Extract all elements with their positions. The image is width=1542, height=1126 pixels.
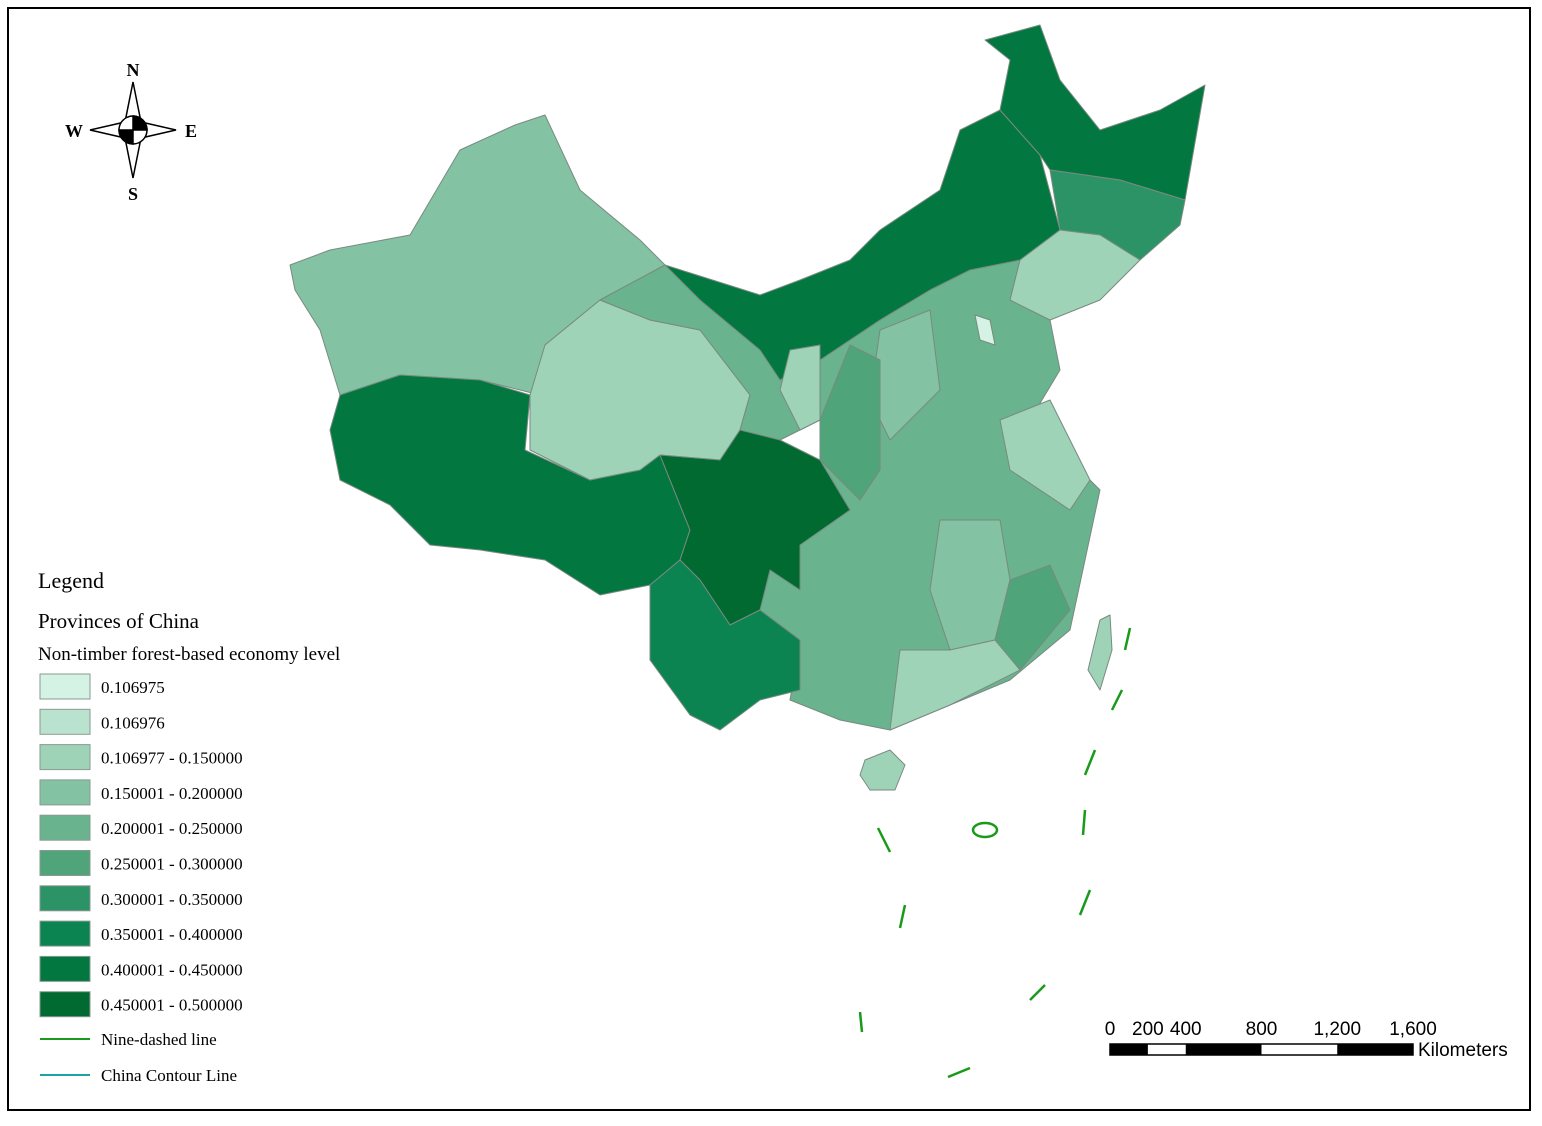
compass-label: S — [128, 184, 138, 204]
island — [971, 821, 999, 839]
legend-swatch — [39, 885, 91, 912]
legend-layer: Provinces of China — [38, 609, 200, 633]
legend-label: 0.350001 - 0.400000 — [101, 925, 243, 944]
legend-swatch — [39, 920, 91, 947]
compass-label: N — [127, 60, 140, 80]
legend-swatch — [39, 708, 91, 735]
province — [1009, 229, 1141, 321]
scale-label: 400 — [1170, 1019, 1202, 1040]
scale-segment — [1185, 1044, 1262, 1055]
legend: Legend Provinces of China Non-timber for… — [38, 568, 340, 1085]
dash — [876, 827, 892, 853]
compass-label: W — [65, 121, 83, 141]
province — [889, 639, 1021, 731]
dash — [1078, 889, 1092, 916]
legend-label: 0.300001 - 0.350000 — [101, 890, 243, 909]
scale-label: 1,200 — [1313, 1019, 1361, 1040]
legend-label: 0.200001 - 0.250000 — [101, 819, 243, 838]
province — [779, 344, 821, 431]
scale-segment — [1337, 1044, 1413, 1055]
compass: N S W E — [65, 60, 197, 204]
dash — [1110, 689, 1124, 711]
legend-label: Nine-dashed line — [101, 1030, 217, 1049]
legend-label: 0.106976 — [101, 713, 165, 732]
legend-swatch — [39, 850, 91, 876]
compass-fill — [118, 115, 148, 145]
legend-title: Legend — [38, 568, 104, 593]
scale-label: 0 — [1105, 1019, 1116, 1040]
scale-segment — [1110, 1044, 1148, 1055]
legend-label: 0.150001 - 0.200000 — [101, 784, 243, 803]
legend-field: Non-timber forest-based economy level — [38, 644, 340, 665]
legend-label: 0.250001 - 0.300000 — [101, 855, 243, 874]
legend-label: 0.106977 - 0.150000 — [101, 749, 243, 768]
legend-swatch — [39, 673, 91, 700]
compass-label: E — [185, 121, 197, 141]
dash — [947, 1066, 971, 1079]
legend-swatch — [39, 955, 91, 982]
dash — [1081, 809, 1087, 836]
legend-swatch — [39, 814, 91, 841]
legend-label: 0.400001 - 0.450000 — [101, 960, 243, 979]
dash — [858, 1011, 864, 1033]
dash — [1083, 749, 1097, 776]
scale-label: 200 — [1132, 1019, 1164, 1040]
provinces — [289, 24, 1206, 791]
legend-label: 0.106975 — [101, 678, 165, 697]
legend-swatch — [39, 744, 91, 771]
dash — [1029, 984, 1046, 1001]
dash — [1123, 627, 1132, 651]
scale-label: 800 — [1246, 1019, 1278, 1040]
scale-label: 1,600 — [1389, 1019, 1437, 1040]
legend-swatch — [39, 779, 91, 806]
province — [859, 749, 906, 791]
scale-unit: Kilometers — [1418, 1040, 1508, 1061]
province — [999, 399, 1091, 511]
legend-label: China Contour Line — [101, 1066, 237, 1085]
province — [974, 314, 996, 346]
province — [1087, 614, 1113, 691]
legend-swatch — [39, 991, 91, 1018]
dash — [898, 904, 907, 929]
legend-label: 0.450001 - 0.500000 — [101, 996, 243, 1015]
nine-dashed-line — [858, 627, 1132, 1079]
province — [649, 559, 801, 731]
province — [994, 564, 1071, 671]
